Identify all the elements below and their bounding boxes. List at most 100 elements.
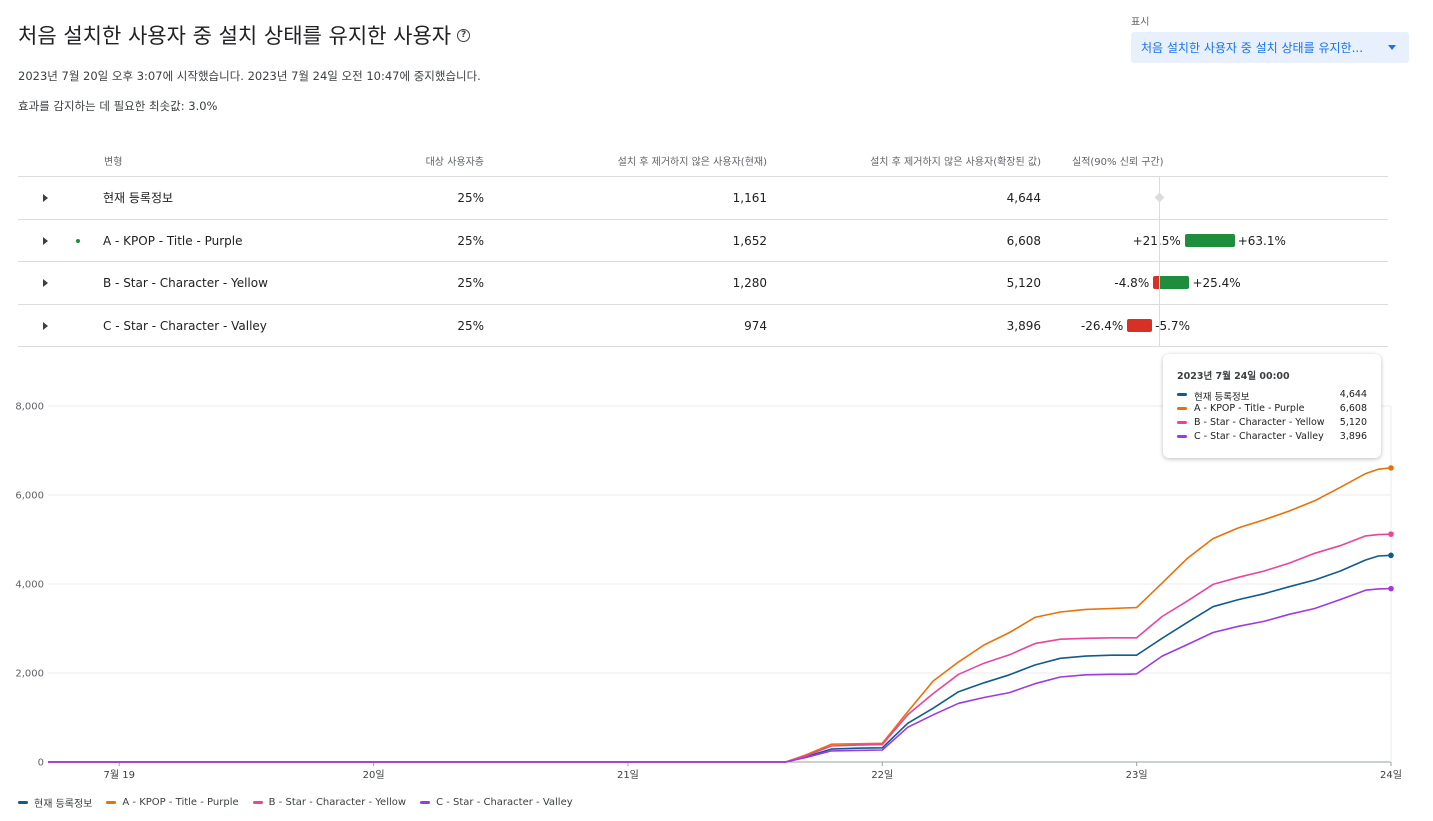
current-users-cell: 974 xyxy=(744,319,767,333)
audience-cell: 25% xyxy=(457,319,484,333)
chart-tooltip: 2023년 7월 24일 00:00 현재 등록정보 4,644 A - KPOP … xyxy=(1163,354,1381,458)
x-tick-label: 24일 xyxy=(1380,769,1402,781)
display-label: 표시 xyxy=(1131,17,1150,28)
column-header-variant: 변형 xyxy=(104,157,123,168)
ci-bar-positive xyxy=(1159,276,1190,289)
legend-label: C - Star - Character - Valley xyxy=(436,797,573,808)
column-header-current: 설치 후 제거하지 않은 사용자(현재) xyxy=(617,157,767,168)
expand-row-icon[interactable] xyxy=(43,322,48,330)
legend-swatch xyxy=(106,801,117,804)
ci-bar xyxy=(1127,319,1153,332)
variant-name: 현재 등록정보 xyxy=(103,191,174,205)
tooltip-series-name: C - Star - Character - Valley xyxy=(1194,431,1324,442)
tooltip-series-name: B - Star - Character - Yellow xyxy=(1194,417,1325,428)
x-tick-label: 21일 xyxy=(617,769,639,781)
series-swatch xyxy=(1177,435,1187,438)
legend-swatch xyxy=(420,801,431,804)
help-icon[interactable]: ? xyxy=(457,28,471,42)
series-swatch xyxy=(1177,393,1187,396)
expand-row-icon[interactable] xyxy=(43,194,48,202)
scaled-users-cell: 5,120 xyxy=(1006,276,1041,290)
ci-low-label: -4.8% xyxy=(1114,276,1150,290)
legend-item[interactable]: C - Star - Character - Valley xyxy=(420,797,573,808)
legend-label: 현재 등록정보 xyxy=(34,799,93,810)
y-tick-label: 8,000 xyxy=(15,402,44,413)
scaled-users-cell: 6,608 xyxy=(1006,234,1041,248)
table-bottom-border xyxy=(18,346,1388,347)
metric-dropdown-value: 처음 설치한 사용자 중 설치 상태를 유지한... xyxy=(1141,41,1364,55)
series-end-point xyxy=(1388,585,1394,592)
x-tick-label: 23일 xyxy=(1126,769,1148,781)
ci-high-label: +63.1% xyxy=(1237,234,1286,248)
x-tick-label: 7월 19 xyxy=(103,769,134,781)
series-end-point xyxy=(1388,552,1394,559)
tooltip-row: A - KPOP - Title - Purple 6,608 xyxy=(1177,403,1367,417)
tooltip-row: C - Star - Character - Valley 3,896 xyxy=(1177,431,1367,445)
series-swatch xyxy=(1177,421,1187,424)
ci-bar xyxy=(1184,234,1235,247)
chevron-down-icon xyxy=(1388,45,1396,50)
x-tick-label: 20일 xyxy=(363,769,385,781)
tooltip-series-name: A - KPOP - Title - Purple xyxy=(1194,403,1305,414)
tooltip-series-value: 5,120 xyxy=(1339,417,1367,428)
y-tick-label: 6,000 xyxy=(15,491,44,502)
series-end-point xyxy=(1388,531,1394,537)
table-row[interactable]: A - KPOP - Title - Purple 25% 1,652 6,608 +2… xyxy=(18,219,1388,262)
tooltip-date: 2023년 7월 24일 00:00 xyxy=(1177,371,1290,382)
series-end-point xyxy=(1388,465,1394,471)
ci-high-label: -5.7% xyxy=(1155,319,1190,333)
ci-high-label: +25.4% xyxy=(1192,276,1241,290)
current-users-cell: 1,161 xyxy=(732,191,767,205)
column-header-audience: 대상 사용자층 xyxy=(425,157,484,168)
tooltip-series-name: 현재 등록정보 xyxy=(1194,392,1250,403)
table-row[interactable]: 현재 등록정보 25% 1,161 4,644 xyxy=(18,176,1388,219)
tooltip-series-value: 4,644 xyxy=(1339,389,1367,400)
legend-swatch xyxy=(18,801,28,804)
current-users-cell: 1,652 xyxy=(732,234,767,248)
audience-cell: 25% xyxy=(457,191,484,205)
table-row[interactable]: C - Star - Character - Valley 25% 974 3,896… xyxy=(18,304,1388,347)
experiment-dates: 2023년 7월 20일 오후 3:07에 시작했습니다. 2023년 7월 2… xyxy=(18,69,481,83)
scaled-users-cell: 4,644 xyxy=(1006,191,1041,205)
x-tick-label: 22일 xyxy=(871,769,893,781)
tooltip-series-value: 3,896 xyxy=(1339,431,1367,442)
legend-item[interactable]: 현재 등록정보 xyxy=(18,795,92,810)
current-users-cell: 1,280 xyxy=(732,276,767,290)
series-line xyxy=(48,554,1392,763)
expand-row-icon[interactable] xyxy=(43,279,48,287)
column-header-performance: 실적(90% 신뢰 구간) xyxy=(1072,157,1164,168)
chart-legend: 현재 등록정보 A - KPOP - Title - Purple B - Star… xyxy=(18,795,587,810)
series-line xyxy=(48,467,1392,763)
expand-row-icon[interactable] xyxy=(43,237,48,245)
series-swatch xyxy=(1177,407,1187,410)
column-header-scaled: 설치 후 제거하지 않은 사용자(확장된 값) xyxy=(870,157,1041,168)
leader-dot-icon xyxy=(76,239,80,243)
scaled-users-cell: 3,896 xyxy=(1006,319,1041,333)
y-tick-label: 2,000 xyxy=(15,669,44,680)
page-title-text: 처음 설치한 사용자 중 설치 상태를 유지한 사용자 xyxy=(18,24,452,48)
variant-name: A - KPOP - Title - Purple xyxy=(103,234,243,248)
ci-low-label: -26.4% xyxy=(1080,319,1124,333)
legend-item[interactable]: B - Star - Character - Yellow xyxy=(252,797,406,808)
tooltip-row: 현재 등록정보 4,644 xyxy=(1177,389,1367,403)
variant-name: C - Star - Character - Valley xyxy=(103,319,267,333)
series-line xyxy=(48,533,1392,763)
legend-swatch xyxy=(252,801,263,804)
y-tick-label: 0 xyxy=(38,758,44,769)
series-line xyxy=(48,587,1392,763)
audience-cell: 25% xyxy=(457,234,484,248)
metric-dropdown[interactable]: 처음 설치한 사용자 중 설치 상태를 유지한... xyxy=(1131,32,1409,63)
page-title: 처음 설치한 사용자 중 설치 상태를 유지한 사용자 ? xyxy=(18,20,471,50)
variant-name: B - Star - Character - Yellow xyxy=(103,276,268,290)
ci-zero-line xyxy=(1159,176,1160,346)
tooltip-series-value: 6,608 xyxy=(1339,403,1367,414)
ci-low-label: +21.5% xyxy=(1132,234,1181,248)
legend-item[interactable]: A - KPOP - Title - Purple xyxy=(106,797,239,808)
min-detectable-effect: 효과를 감지하는 데 필요한 최솟값: 3.0% xyxy=(18,99,218,113)
audience-cell: 25% xyxy=(457,276,484,290)
y-tick-label: 4,000 xyxy=(15,580,44,591)
legend-label: A - KPOP - Title - Purple xyxy=(122,797,239,808)
table-row[interactable]: B - Star - Character - Yellow 25% 1,280 5,1… xyxy=(18,261,1388,304)
ci-bar-negative xyxy=(1153,276,1159,289)
tooltip-row: B - Star - Character - Yellow 5,120 xyxy=(1177,417,1367,431)
